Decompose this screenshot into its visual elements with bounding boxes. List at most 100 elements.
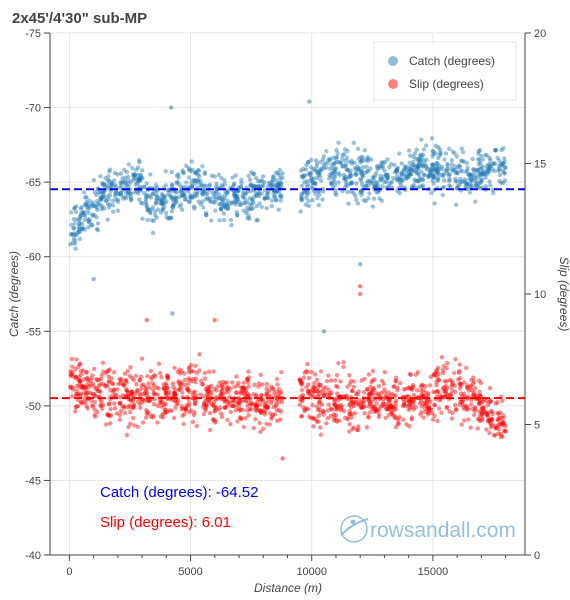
data-point [154,196,159,202]
data-point [174,401,179,406]
data-point [407,402,413,407]
data-point [238,184,244,189]
data-point [258,372,263,377]
data-point [364,169,370,174]
data-point [108,407,113,412]
data-point [407,385,412,390]
data-point [106,368,111,373]
legend[interactable]: Catch (degrees) Slip (degrees) [373,41,517,101]
data-point [271,405,276,410]
data-point [382,160,388,165]
data-point [83,393,88,398]
data-point [442,388,448,393]
data-point [207,182,213,187]
data-point [501,423,506,428]
data-point [68,371,73,377]
data-point [306,391,311,396]
data-point [351,401,356,407]
data-point [338,160,344,166]
data-point [316,389,321,394]
data-point [303,167,309,172]
data-point [441,172,447,177]
data-point [468,184,473,189]
data-point [130,415,136,421]
data-point [179,406,184,412]
data-point [308,415,313,421]
data-point [189,184,195,189]
data-point [161,198,166,204]
data-point [298,209,303,214]
data-point [181,171,186,176]
data-point [327,393,332,398]
data-point [107,421,113,426]
data-point [382,168,387,173]
data-point [442,178,447,183]
data-point [333,156,339,161]
data-point [333,172,338,177]
data-point [214,388,219,393]
legend-label-catch[interactable]: Catch (degrees) [409,54,495,68]
data-point [318,432,323,437]
data-point [490,411,495,417]
data-point [137,378,142,383]
data-point [490,423,495,428]
data-point [123,378,128,383]
data-point [483,184,489,189]
data-point [80,386,85,391]
data-point [434,379,439,385]
data-point [311,384,316,390]
data-point [247,393,252,398]
data-point [312,380,317,386]
data-point [107,169,112,174]
data-point [276,399,281,405]
data-point [445,161,450,167]
data-point [317,168,322,173]
data-point [297,377,303,383]
data-point [484,170,490,175]
data-point [162,204,167,210]
data-point [202,370,208,376]
data-point [193,380,198,385]
data-point [315,175,320,181]
data-point [231,403,236,409]
data-point [407,399,412,405]
data-point [143,415,149,420]
data-point [222,178,227,183]
data-point [87,203,92,208]
data-point [156,195,161,201]
data-point [256,178,261,184]
data-point [257,201,262,206]
data-point [456,163,462,168]
data-point [393,375,399,380]
data-point [216,195,221,201]
data-point [82,217,88,222]
data-point [190,419,196,425]
data-point [348,401,353,406]
data-point [372,405,377,410]
data-point [480,406,486,411]
data-point [236,380,241,385]
data-point [310,179,315,185]
data-point [306,198,311,204]
slip-mean-annotation: Slip (degrees): 6.01 [100,514,231,531]
data-point [343,179,349,184]
data-point [100,204,105,209]
data-point [200,381,205,387]
data-point [484,398,489,404]
data-point [203,197,209,202]
data-point [424,157,429,162]
data-point [224,190,230,195]
legend-label-slip[interactable]: Slip (degrees) [409,77,484,91]
data-point [236,405,242,410]
data-point [77,230,82,235]
data-point [493,148,499,153]
data-point [201,404,206,410]
data-point [401,400,407,405]
data-point [486,169,491,174]
data-point [273,183,279,188]
data-point [367,391,372,397]
data-point [327,391,332,396]
data-point [217,201,222,207]
data-point [171,415,177,421]
data-point [426,406,431,411]
